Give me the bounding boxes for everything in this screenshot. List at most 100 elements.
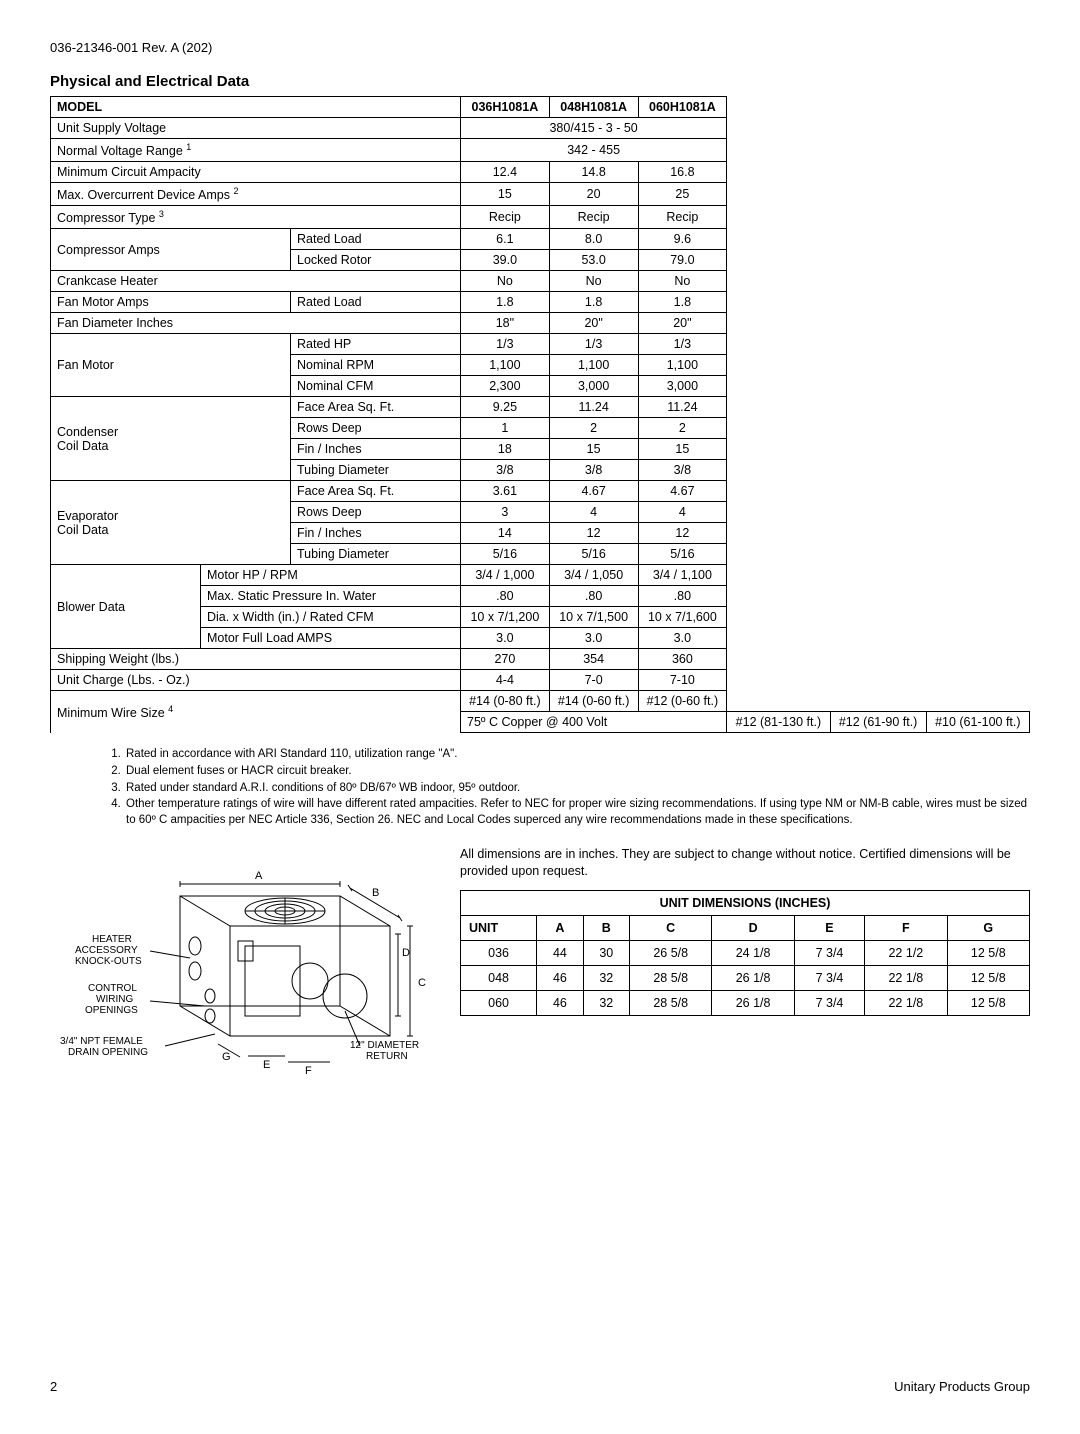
- row-val: .80: [461, 586, 550, 607]
- svg-text:F: F: [305, 1065, 312, 1076]
- row-val: 20": [549, 313, 638, 334]
- row-val: No: [549, 271, 638, 292]
- spec-table: MODEL 036H1081A 048H1081A 060H1081A Unit…: [50, 96, 1030, 733]
- dim-cell: 036: [461, 940, 537, 965]
- row-sublabel: Nominal CFM: [291, 376, 461, 397]
- row-val: 1,100: [461, 355, 550, 376]
- row-val: No: [638, 271, 727, 292]
- footnote: Rated under standard A.R.I. conditions o…: [124, 781, 1030, 797]
- row-val: 39.0: [461, 250, 550, 271]
- row-label: Minimum Circuit Ampacity: [51, 162, 461, 183]
- row-sublabel: Face Area Sq. Ft.: [291, 397, 461, 418]
- dim-cell: 26 1/8: [712, 990, 794, 1015]
- dim-cell: 7 3/4: [794, 940, 864, 965]
- row-val: 12.4: [461, 162, 550, 183]
- model-col-1: 048H1081A: [549, 97, 638, 118]
- dim-cell: 26 5/8: [630, 940, 712, 965]
- row-val: .80: [549, 586, 638, 607]
- dim-cell: 32: [583, 990, 629, 1015]
- row-val: 380/415 - 3 - 50: [461, 118, 727, 139]
- row-val: 1,100: [638, 355, 727, 376]
- row-sublabel: Fin / Inches: [291, 439, 461, 460]
- row-sublabel: 75º C Copper @ 400 Volt: [461, 712, 727, 733]
- row-val: 6.1: [461, 229, 550, 250]
- row-val: 10 x 7/1,200: [461, 607, 550, 628]
- dim-cell: 28 5/8: [630, 990, 712, 1015]
- footnote: Rated in accordance with ARI Standard 11…: [124, 747, 1030, 763]
- row-val: 2: [638, 418, 727, 439]
- row-label: Evaporator Coil Data: [51, 481, 291, 565]
- row-val: 3,000: [638, 376, 727, 397]
- row-val: #12 (81-130 ft.): [727, 712, 830, 733]
- row-val: #10 (61-100 ft.): [926, 712, 1029, 733]
- row-val: 14: [461, 523, 550, 544]
- row-val: 5/16: [638, 544, 727, 565]
- dim-col: C: [630, 915, 712, 940]
- dim-cell: 30: [583, 940, 629, 965]
- row-val: #12 (61-90 ft.): [830, 712, 926, 733]
- row-val: Recip: [638, 206, 727, 229]
- row-val: .80: [638, 586, 727, 607]
- row-label: Minimum Wire Size 4: [51, 691, 461, 733]
- dim-cell: 060: [461, 990, 537, 1015]
- model-col-0: 036H1081A: [461, 97, 550, 118]
- row-val: 1.8: [638, 292, 727, 313]
- row-label: Unit Charge (Lbs. - Oz.): [51, 670, 461, 691]
- row-sublabel: Nominal RPM: [291, 355, 461, 376]
- row-val: 53.0: [549, 250, 638, 271]
- dim-col: D: [712, 915, 794, 940]
- row-val: 3/8: [638, 460, 727, 481]
- row-val: 354: [549, 649, 638, 670]
- row-val: 3/4 / 1,000: [461, 565, 550, 586]
- dim-col: G: [947, 915, 1029, 940]
- row-val: 5/16: [461, 544, 550, 565]
- row-val: 3.0: [638, 628, 727, 649]
- row-sublabel: Face Area Sq. Ft.: [291, 481, 461, 502]
- dim-cell: 26 1/8: [712, 965, 794, 990]
- row-val: 1/3: [461, 334, 550, 355]
- row-val: 3/8: [461, 460, 550, 481]
- row-val: 342 - 455: [461, 139, 727, 162]
- footnote: Other temperature ratings of wire will h…: [124, 797, 1030, 828]
- row-val: 18: [461, 439, 550, 460]
- row-val: #12 (0-60 ft.): [638, 691, 727, 712]
- dim-cell: 12 5/8: [947, 990, 1029, 1015]
- row-val: 14.8: [549, 162, 638, 183]
- row-val: 1: [461, 418, 550, 439]
- row-val: Recip: [461, 206, 550, 229]
- row-label: Max. Overcurrent Device Amps 2: [51, 183, 461, 206]
- row-val: 15: [461, 183, 550, 206]
- dim-cell: 12 5/8: [947, 940, 1029, 965]
- dim-cell: 12 5/8: [947, 965, 1029, 990]
- row-val: 9.6: [638, 229, 727, 250]
- model-col-2: 060H1081A: [638, 97, 727, 118]
- dim-col: F: [865, 915, 947, 940]
- row-val: 4: [549, 502, 638, 523]
- row-val: 1.8: [461, 292, 550, 313]
- row-sublabel: Rated Load: [291, 292, 461, 313]
- row-val: 3,000: [549, 376, 638, 397]
- row-val: 4-4: [461, 670, 550, 691]
- row-val: 1,100: [549, 355, 638, 376]
- row-label: Normal Voltage Range 1: [51, 139, 461, 162]
- row-val: 1/3: [638, 334, 727, 355]
- dim-cell: 44: [537, 940, 583, 965]
- svg-text:12" DIAMETERRETURN: 12" DIAMETERRETURN: [350, 1040, 419, 1062]
- dim-cell: 46: [537, 990, 583, 1015]
- row-val: 1.8: [549, 292, 638, 313]
- row-label: Compressor Amps: [51, 229, 291, 271]
- row-label: Fan Diameter Inches: [51, 313, 461, 334]
- row-label: Crankcase Heater: [51, 271, 461, 292]
- row-label: Shipping Weight (lbs.): [51, 649, 461, 670]
- svg-text:D: D: [402, 947, 410, 959]
- row-val: 5/16: [549, 544, 638, 565]
- row-val: 10 x 7/1,600: [638, 607, 727, 628]
- row-val: 3.0: [549, 628, 638, 649]
- row-val: 7-10: [638, 670, 727, 691]
- row-val: 3: [461, 502, 550, 523]
- dim-cell: 28 5/8: [630, 965, 712, 990]
- row-sublabel: Rated Load: [291, 229, 461, 250]
- row-label: Compressor Type 3: [51, 206, 461, 229]
- footer-brand: Unitary Products Group: [894, 1379, 1030, 1394]
- row-val: #14 (0-80 ft.): [461, 691, 550, 712]
